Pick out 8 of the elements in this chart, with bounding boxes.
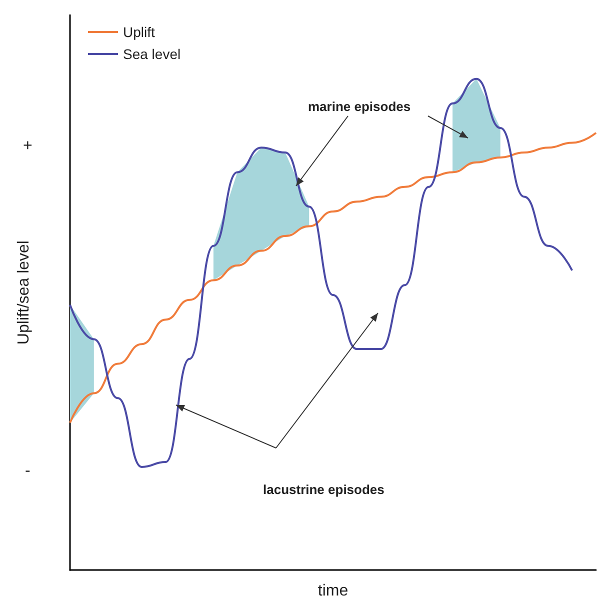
annotation: lacustrine episodes [263, 482, 384, 497]
legend-label: Sea level [123, 46, 181, 62]
legend-label: Uplift [123, 24, 156, 40]
x-axis-title: time [318, 582, 348, 600]
annotation: marine episodes [308, 99, 411, 114]
text: + [23, 138, 32, 154]
text: - [25, 462, 30, 480]
y-axis-title: Uplift/sea level [16, 240, 32, 345]
